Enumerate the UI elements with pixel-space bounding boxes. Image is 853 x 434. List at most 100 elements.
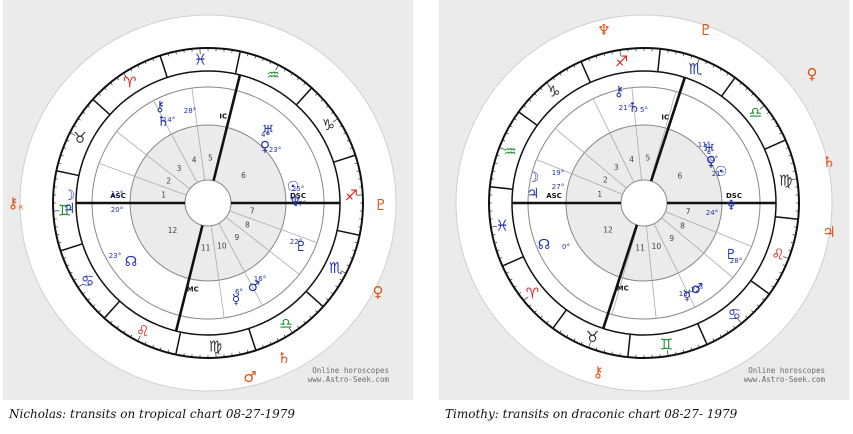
natal-planet-icon: ♅ (703, 142, 716, 158)
house-number: 12 (168, 226, 178, 235)
house-number: 4 (629, 155, 634, 164)
degree-tick (82, 111, 86, 114)
house-cusp (225, 216, 300, 275)
asc-label: ASC (110, 192, 126, 200)
degree-tick (792, 170, 796, 172)
house-number: 7 (250, 206, 255, 215)
zodiac-sign-icon: ♌ (771, 245, 784, 263)
transit-planet-icon: ♇ (699, 21, 712, 39)
degree-tick (588, 58, 590, 62)
degree-tick (66, 264, 70, 267)
asc-label: ASC (546, 192, 562, 200)
sign-boundary (489, 186, 513, 190)
zodiac-sign-icon: ♓ (496, 216, 509, 234)
house-number: 6 (678, 171, 683, 180)
degree-tick (247, 53, 249, 57)
degree-tick (573, 64, 576, 68)
sign-boundary (657, 48, 661, 72)
natal-planet-icon: ♇ (295, 239, 308, 255)
degree-tick (175, 51, 177, 55)
house-cusp (611, 224, 639, 315)
degree-tick (733, 325, 736, 329)
natal-planet-degree: 23° (109, 252, 121, 260)
degree-tick (297, 77, 300, 81)
natal-planet-icon: ♂ (248, 279, 261, 295)
house-number: 4 (192, 156, 197, 165)
degree-tick (123, 330, 126, 334)
house-cusp (98, 162, 187, 196)
degree-tick (496, 249, 500, 252)
degree-tick (110, 320, 113, 324)
degree-tick (771, 285, 775, 288)
degree-tick (343, 132, 347, 135)
natal-planet-icon: ♇ (725, 247, 738, 263)
zodiac-sign-icon: ♒ (503, 143, 516, 161)
sign-boundary (56, 170, 80, 177)
mc-label: MC (187, 286, 199, 294)
degree-tick (751, 310, 754, 313)
degree-tick (540, 87, 543, 91)
zodiac-sign-icon: ♏ (689, 60, 703, 78)
degree-tick (73, 125, 77, 128)
natal-planet-degree: 13° (679, 290, 691, 298)
ic-label: IC (661, 114, 669, 122)
degree-tick (726, 330, 729, 334)
watermark-url: www.Astro-Seek.com (743, 375, 825, 384)
degree-tick (619, 49, 621, 56)
degree-tick (766, 111, 770, 114)
natal-planet-degree: 12° (111, 190, 123, 198)
degree-tick (167, 349, 169, 353)
house-number: 1 (161, 191, 166, 200)
natal-planet-icon: ♄ (157, 114, 170, 130)
natal-planet-icon: ♂ (691, 281, 704, 297)
house-number: 8 (680, 222, 685, 231)
natal-planet-degree: 21° (619, 104, 631, 112)
degree-tick (269, 61, 272, 65)
house-cusp (649, 91, 677, 182)
degree-tick (144, 341, 147, 345)
sign-boundary (60, 243, 83, 252)
natal-planet-degree: 4° (261, 131, 269, 139)
house-cusp (218, 223, 263, 306)
degree-tick (697, 58, 700, 65)
degree-tick (283, 68, 286, 72)
chart-panel-timothy: ♒ ♑ ♐ ♏ ♎ ♍ ♌ ♋ ♊ ♉ ♈ ♓ 1 2 3 4 5 6 7 8 9 10 11 12 ASC DSC MC IC ☽ 19… (439, 0, 849, 400)
degree-tick (152, 58, 154, 62)
degree-tick (588, 341, 591, 348)
degree-tick (534, 310, 537, 313)
degree-tick (505, 271, 509, 274)
house-cusp (536, 159, 623, 195)
degree-tick (130, 68, 133, 72)
degree-tick (137, 335, 141, 342)
degree-tick (675, 51, 677, 55)
degree-tick (611, 351, 613, 355)
natal-planet-icon: ⚷ (614, 84, 624, 100)
house-number: 2 (166, 177, 171, 186)
degree-tick (332, 118, 339, 123)
retrograde-mark: R (19, 205, 23, 212)
house-cusp (191, 88, 206, 181)
house-cusp (592, 98, 635, 183)
natal-planet-degree: 16° (254, 275, 266, 283)
degree-tick (518, 292, 522, 295)
degree-tick (494, 162, 498, 164)
house-cusp (653, 223, 696, 308)
natal-planet-degree: 23° (269, 146, 281, 154)
degree-tick (354, 242, 358, 244)
degree-tick (309, 315, 312, 319)
degree-tick (283, 334, 286, 338)
degree-tick (566, 334, 569, 338)
zodiac-sign-icon: ♓ (194, 51, 207, 69)
sign-boundary (333, 154, 356, 163)
degree-tick (123, 72, 128, 79)
watermark: Online horoscopes www.Astro-Seek.com (308, 366, 389, 384)
degree-tick (56, 234, 60, 236)
degree-tick (60, 154, 64, 157)
natal-planet-degree: 22° (691, 286, 703, 294)
mc-axis (601, 224, 639, 329)
degree-tick (297, 325, 300, 329)
sign-boundary (159, 55, 168, 78)
degree-tick (290, 72, 293, 76)
degree-tick (509, 278, 513, 281)
